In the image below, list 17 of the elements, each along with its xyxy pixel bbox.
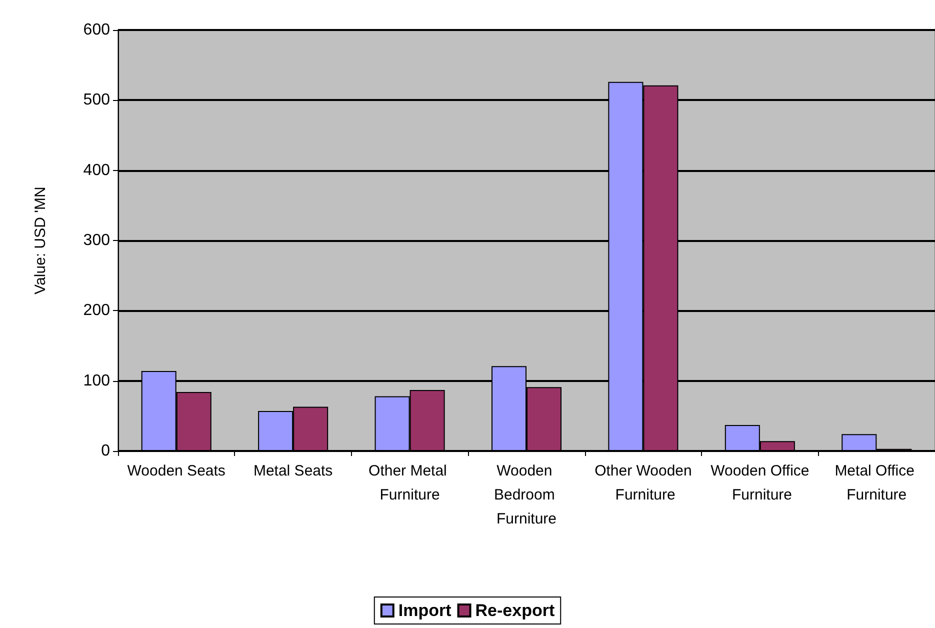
y-tick-label: 500 [83,92,110,109]
x-tick-label: Wooden Bedroom Furniture [494,462,560,528]
y-tick-label: 600 [83,22,110,38]
x-tick-label: Other Metal Furniture [368,462,452,504]
x-tick-label: Metal Seats [253,462,333,480]
x-tick-label: Metal Office Furniture [834,462,919,504]
x-tick-label: Other Wooden Furniture [594,462,692,504]
legend-label: Re-export [475,601,555,620]
y-tick-label: 300 [83,232,110,249]
y-tick-label: 100 [83,372,110,390]
y-tick-label: 200 [83,302,110,320]
y-tick-label: 0 [101,442,110,460]
y-axis-title: Value: USD 'MN [32,186,49,294]
legend-label: Import [398,601,452,620]
y-tick-label: 400 [83,162,110,179]
x-tick-label: Wooden Office Furniture [710,462,810,504]
x-tick-label: Wooden Seats [127,462,226,480]
